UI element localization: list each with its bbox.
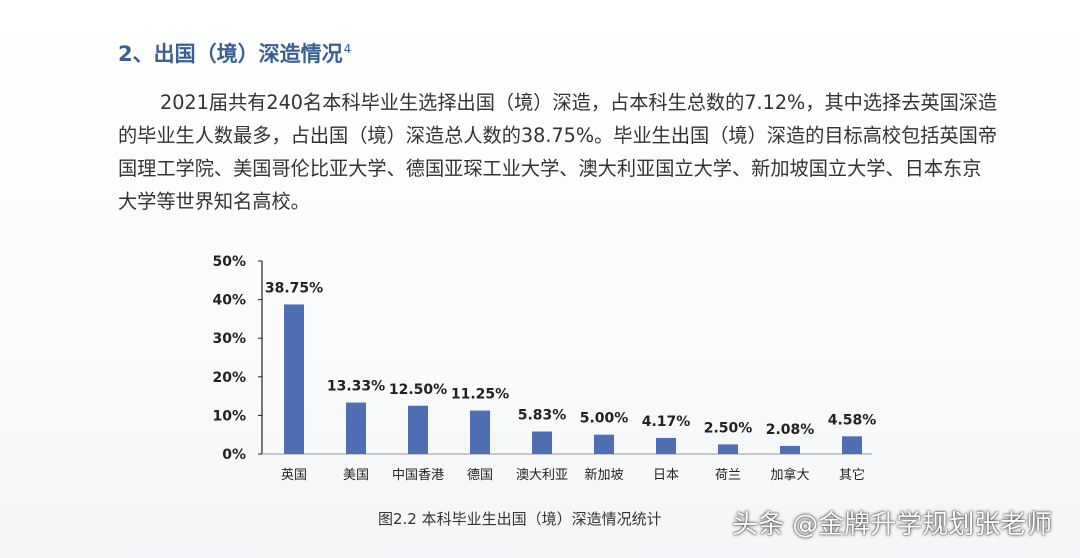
x-tick-label: 澳大利亚 bbox=[516, 467, 568, 483]
x-tick-label: 德国 bbox=[467, 468, 493, 483]
y-tick-label: 0% bbox=[222, 447, 246, 463]
x-tick-label: 美国 bbox=[343, 468, 369, 483]
data-label: 2.08% bbox=[766, 422, 815, 438]
bar bbox=[470, 410, 490, 454]
footnote-mark: 4 bbox=[343, 42, 352, 56]
x-tick-label: 新加坡 bbox=[584, 467, 623, 483]
data-label: 12.50% bbox=[389, 382, 447, 398]
section-title-text: 2、出国（境）深造情况 bbox=[118, 42, 343, 66]
data-label: 13.33% bbox=[327, 379, 385, 395]
bar bbox=[718, 444, 738, 454]
figure-caption: 图2.2 本科毕业生出国（境）深造情况统计 bbox=[378, 510, 662, 528]
y-tick-label: 10% bbox=[212, 408, 246, 424]
body-paragraph: 2021届共有240名本科毕业生选择出国（境）深造，占本科生总数的7.12%，其… bbox=[118, 91, 998, 213]
bar bbox=[780, 445, 800, 454]
x-tick-label: 荷兰 bbox=[715, 468, 741, 483]
bar bbox=[842, 436, 862, 454]
y-tick-label: 20% bbox=[212, 370, 246, 386]
bar bbox=[408, 405, 428, 454]
y-tick-label: 30% bbox=[212, 331, 246, 347]
data-label: 2.50% bbox=[704, 420, 753, 436]
bar bbox=[594, 434, 614, 454]
data-label: 4.58% bbox=[828, 412, 877, 428]
data-label: 5.83% bbox=[518, 407, 567, 423]
watermark: 头条 @金牌升学规划张老师 bbox=[732, 510, 1053, 540]
x-tick-label: 日本 bbox=[653, 468, 679, 483]
x-tick-label: 中国香港 bbox=[392, 468, 444, 483]
section-title: 2、出国（境）深造情况4 bbox=[118, 38, 351, 68]
x-tick-label: 英国 bbox=[281, 468, 307, 483]
data-label: 5.00% bbox=[580, 411, 629, 427]
data-label: 38.75% bbox=[265, 280, 323, 296]
bar bbox=[656, 437, 676, 454]
bar bbox=[532, 431, 552, 454]
bar bbox=[346, 402, 366, 454]
bar-chart: 0% 10% 20% 30% 40% 50% 38.75% 英国 13.33% 美国 12.50% 中… bbox=[212, 254, 877, 483]
y-tick-label: 50% bbox=[212, 254, 246, 270]
data-label: 11.25% bbox=[451, 387, 509, 403]
x-tick-label: 加拿大 bbox=[770, 467, 809, 483]
x-tick-label: 其它 bbox=[839, 467, 865, 483]
y-tick-label: 40% bbox=[212, 293, 246, 309]
data-label: 4.17% bbox=[642, 414, 691, 430]
bar bbox=[284, 304, 304, 454]
